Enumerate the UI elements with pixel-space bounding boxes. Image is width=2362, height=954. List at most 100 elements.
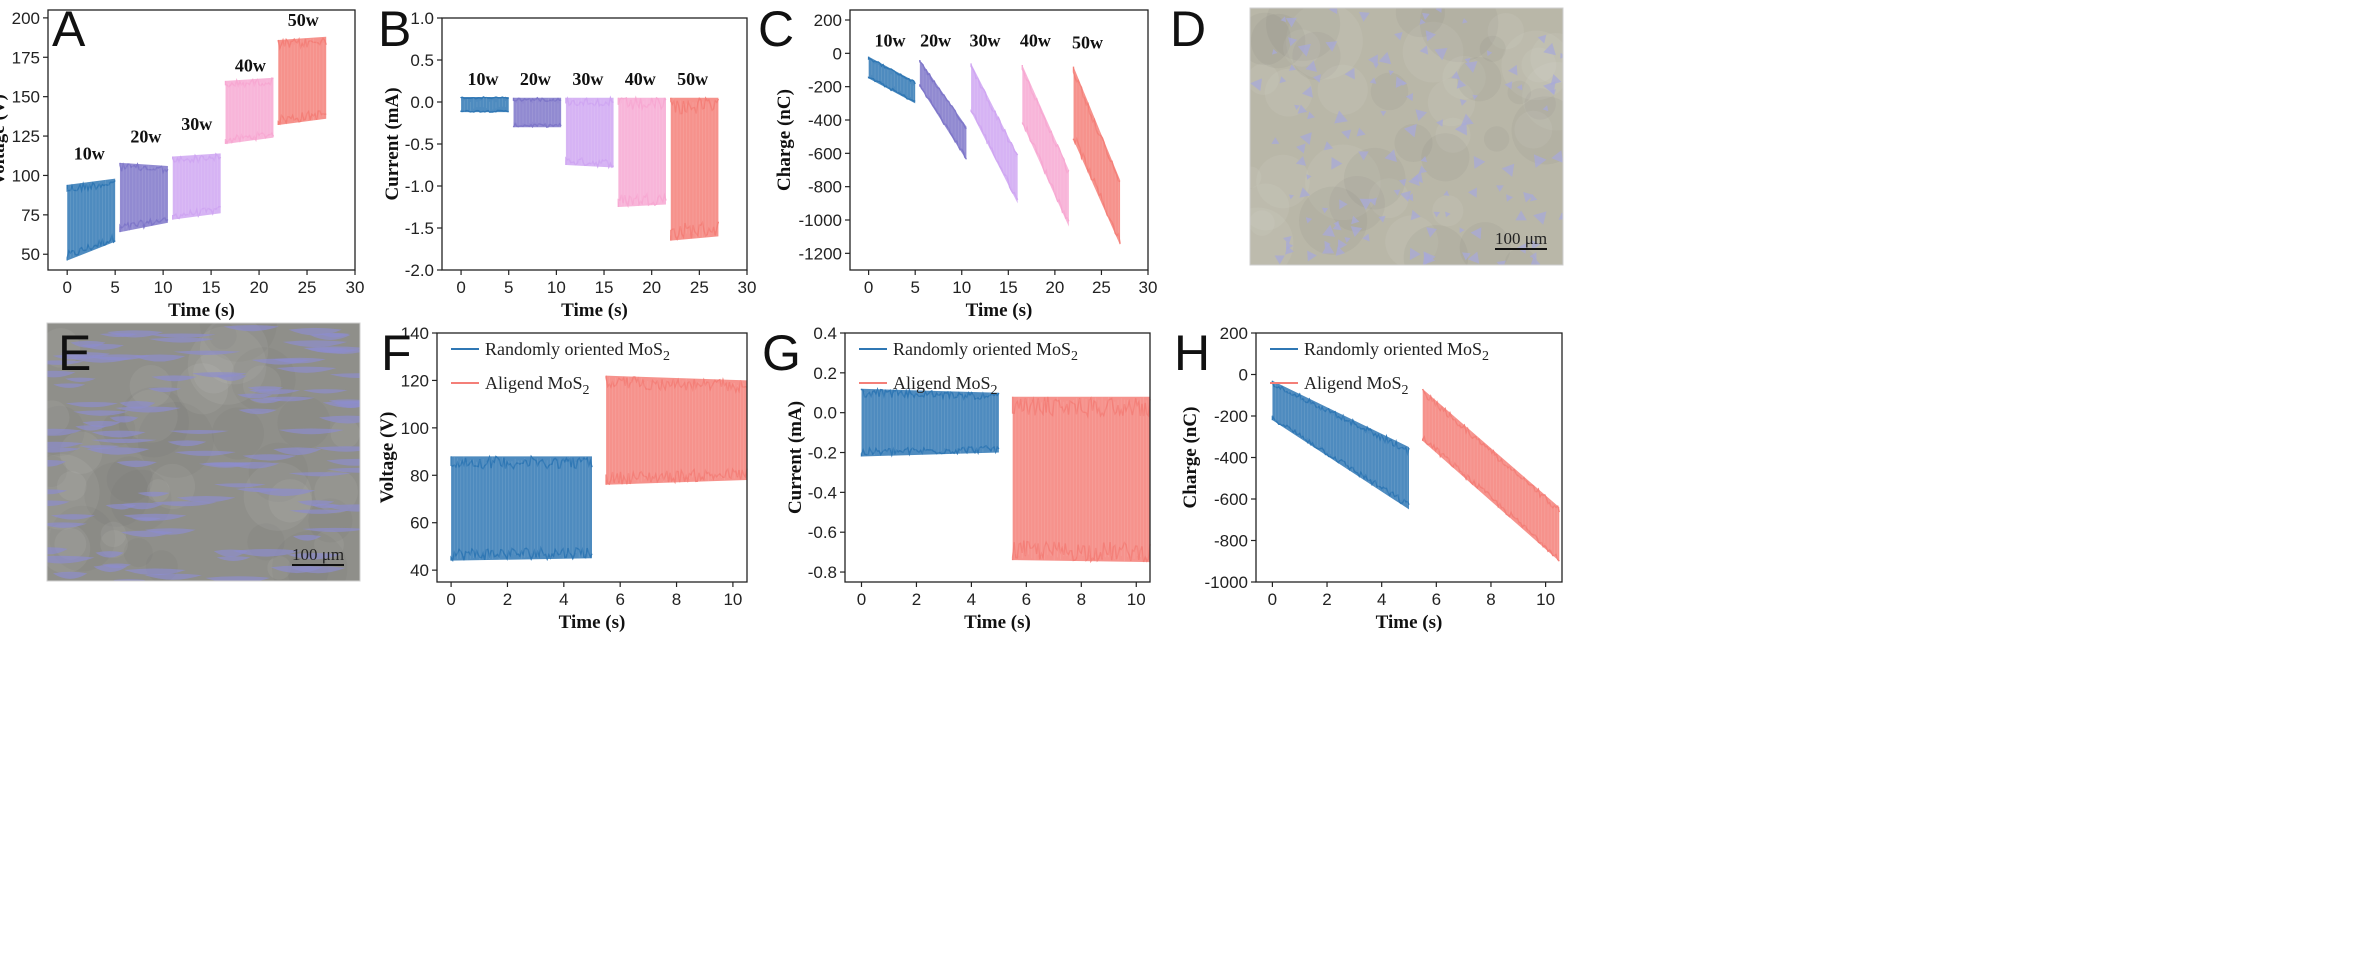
flake	[52, 571, 88, 579]
series-band	[225, 77, 274, 144]
flake	[47, 500, 70, 507]
series-c-4	[1072, 66, 1121, 246]
panel-label-g: G	[762, 325, 801, 381]
flake	[1543, 42, 1556, 56]
series-edge-top	[277, 36, 327, 51]
x-tick-label: 2	[503, 590, 512, 609]
x-tick-label: 15	[999, 278, 1018, 297]
flake	[1344, 67, 1355, 80]
series-band	[1272, 380, 1409, 510]
flake	[1406, 193, 1414, 202]
micrograph-mottle	[212, 407, 265, 460]
micrograph-mottle	[1501, 30, 1563, 101]
series-edge-bottom	[450, 545, 593, 563]
legend-text: Aligend MoS2	[1304, 373, 1409, 398]
y-tick-label: -1200	[799, 244, 842, 263]
series-edge-top	[919, 59, 967, 130]
flake	[292, 534, 322, 541]
flake	[1461, 113, 1474, 126]
flake	[1459, 99, 1467, 106]
flake	[1398, 178, 1407, 187]
flake	[1455, 122, 1467, 136]
micrograph-mottle	[1250, 210, 1275, 236]
flake	[120, 530, 174, 537]
y-tick-label: -1000	[1205, 573, 1248, 592]
flake	[326, 467, 360, 473]
micrograph-mottle	[1432, 195, 1464, 227]
y-tick-label: 175	[12, 48, 40, 67]
flake	[176, 496, 236, 503]
series-edge-top	[1021, 64, 1070, 174]
panel-label-b: B	[378, 1, 411, 57]
series-a-0	[66, 178, 116, 261]
series-label-40w: 40w	[1020, 31, 1051, 51]
series-edge-top	[512, 96, 562, 103]
y-tick-label: 120	[401, 371, 429, 390]
flake	[1297, 104, 1308, 114]
micrograph-mottle	[209, 323, 237, 350]
series-edge-top	[970, 63, 1019, 156]
flake	[1530, 256, 1541, 265]
flake	[261, 396, 315, 402]
flake	[1422, 252, 1436, 265]
flake	[1472, 94, 1478, 100]
flake	[173, 350, 241, 356]
micrograph-mottle	[1483, 126, 1510, 152]
flake	[237, 393, 273, 399]
micrograph-mottle	[146, 479, 170, 503]
flake	[1279, 76, 1287, 84]
micrograph-mottle	[1370, 72, 1409, 111]
legend-item: Aligend MoS2	[1270, 373, 1409, 398]
series-edge-bottom	[605, 467, 748, 486]
flake	[1422, 12, 1430, 21]
flake	[101, 563, 131, 569]
flake	[191, 372, 247, 378]
flake	[287, 553, 342, 560]
flake	[1459, 227, 1465, 233]
legend-item: Aligend MoS2	[451, 373, 590, 398]
flake	[47, 489, 68, 495]
flake	[1299, 187, 1311, 198]
flake	[1501, 163, 1515, 177]
series-label-50w: 50w	[288, 10, 319, 30]
series-a-4	[277, 36, 327, 126]
flake	[47, 447, 81, 453]
legend-subscript: 2	[1402, 383, 1409, 398]
flake	[1296, 143, 1306, 154]
series-edge-bottom	[171, 205, 221, 220]
flake	[1307, 250, 1317, 262]
flake	[1529, 252, 1537, 260]
flake	[1356, 127, 1366, 137]
micrograph-mottle	[1457, 56, 1502, 102]
flake	[1435, 8, 1442, 13]
series-band	[119, 162, 168, 233]
series-edge-bottom	[224, 130, 275, 145]
flake	[1470, 227, 1482, 240]
legend-subscript: 2	[583, 383, 590, 398]
series-a-2	[171, 152, 222, 220]
micrograph-mottle	[47, 400, 70, 435]
series-label-10w: 10w	[74, 144, 105, 164]
flake	[1321, 207, 1329, 214]
micrograph-mottle	[1299, 186, 1368, 255]
series-band	[861, 388, 999, 457]
flake	[1299, 132, 1312, 145]
series-edge-bottom	[460, 109, 509, 113]
micrograph-border	[1249, 7, 1564, 266]
flake	[69, 356, 133, 363]
flake	[81, 343, 125, 350]
x-axis-label: Time (s)	[964, 612, 1031, 633]
series-label-10w: 10w	[467, 69, 498, 89]
flake	[1516, 84, 1523, 91]
flake	[1297, 43, 1311, 57]
flake	[73, 410, 128, 416]
series-band	[172, 153, 221, 220]
flake	[1405, 93, 1414, 102]
x-tick-label: 30	[346, 278, 365, 297]
flake	[1533, 211, 1547, 225]
flake	[1400, 190, 1411, 202]
legend-item: Randomly oriented MoS2	[451, 339, 670, 364]
series-b-1	[512, 96, 562, 129]
micrograph-e: 100 μm	[46, 322, 361, 582]
series-label-40w: 40w	[235, 55, 266, 75]
